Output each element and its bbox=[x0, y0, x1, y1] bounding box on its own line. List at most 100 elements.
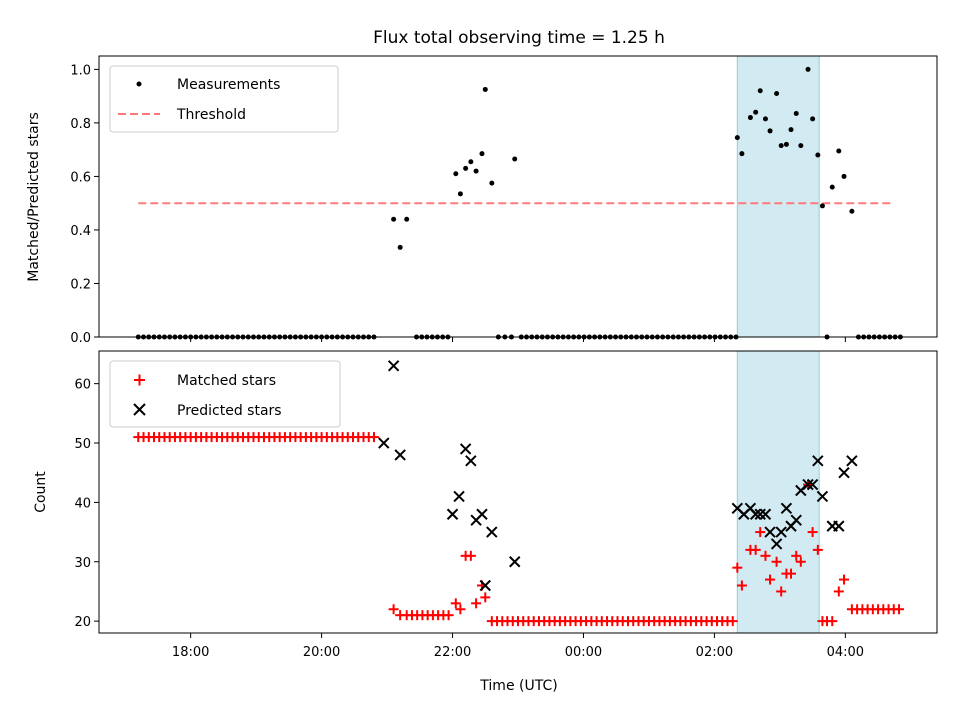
bottom-highlight-window bbox=[736, 350, 820, 634]
matched-point bbox=[827, 616, 838, 627]
top-axes-frame bbox=[98, 55, 938, 338]
bottom-plot-area bbox=[133, 360, 905, 627]
bottom-legend: Matched stars Predicted stars bbox=[109, 360, 341, 428]
measurement-point bbox=[453, 171, 459, 177]
measurement-point bbox=[404, 216, 410, 222]
measurement-point bbox=[793, 111, 799, 117]
measurement-point bbox=[762, 116, 768, 122]
predicted-point bbox=[780, 502, 793, 515]
predicted-stroke bbox=[387, 360, 400, 372]
predicted-stroke bbox=[446, 508, 459, 520]
matched-point bbox=[727, 616, 738, 627]
top-y-ticks: 0.0 0.2 0.4 0.6 0.8 1.0 bbox=[70, 63, 99, 346]
bottom-panel: 20 30 40 50 60 18:00 20:00 22:00 00:00 02:00 04:0… bbox=[33, 350, 938, 694]
y-tick-label: 1.0 bbox=[70, 63, 91, 78]
matched-point bbox=[450, 598, 461, 609]
measurement-point bbox=[829, 184, 835, 190]
predicted-stroke bbox=[459, 443, 472, 455]
predicted-point bbox=[759, 508, 772, 520]
predicted-point bbox=[806, 478, 819, 491]
predicted-point bbox=[770, 538, 783, 550]
measurement-point bbox=[739, 151, 745, 157]
matched-point bbox=[807, 527, 818, 538]
matched-point bbox=[443, 610, 454, 621]
predicted-point bbox=[764, 526, 776, 538]
measurement-point bbox=[489, 180, 495, 186]
matched-point bbox=[791, 550, 802, 561]
x-tick-label: 18:00 bbox=[172, 645, 209, 660]
measurement-point bbox=[482, 86, 488, 92]
predicted-point bbox=[394, 449, 406, 461]
predicted-stroke bbox=[780, 502, 793, 515]
observing-window bbox=[736, 350, 820, 634]
y-tick-label: 50 bbox=[74, 437, 91, 452]
measurement-point bbox=[757, 88, 763, 94]
predicted-point bbox=[812, 455, 824, 467]
top-legend: Measurements Threshold bbox=[109, 65, 339, 133]
matched-point bbox=[368, 432, 379, 443]
top-legend-box bbox=[109, 65, 339, 133]
bottom-legend-box bbox=[109, 360, 341, 428]
top-panel: 0.0 0.2 0.4 0.6 0.8 1.0 Matched/Predicted sta… bbox=[26, 55, 938, 346]
predicted-stroke bbox=[806, 478, 819, 491]
bottom-axes-frame bbox=[98, 350, 938, 634]
chart-title: Flux total observing time = 1.25 h bbox=[373, 28, 665, 48]
measurement-point bbox=[734, 135, 740, 141]
matched-point bbox=[732, 562, 743, 573]
predicted-stroke bbox=[731, 502, 744, 515]
measurement-point bbox=[391, 216, 397, 222]
measurement-point bbox=[783, 141, 789, 147]
legend-predicted-marker bbox=[133, 403, 146, 416]
matched-point bbox=[480, 592, 491, 603]
x-tick-label: 02:00 bbox=[696, 645, 733, 660]
matched-point bbox=[760, 550, 771, 561]
predicted-stroke bbox=[465, 455, 477, 467]
predicted-stroke bbox=[846, 455, 858, 467]
predicted-point bbox=[846, 455, 858, 467]
legend-matched-label: Matched stars bbox=[177, 373, 276, 389]
measurement-point bbox=[841, 173, 847, 179]
predicted-stroke bbox=[476, 508, 488, 520]
legend-threshold-label: Threshold bbox=[176, 107, 246, 123]
measurement-point bbox=[798, 143, 804, 149]
y-tick-label: 0.2 bbox=[70, 277, 91, 292]
measurement-point bbox=[747, 115, 753, 121]
matched-point bbox=[465, 550, 476, 561]
y-tick-label: 60 bbox=[74, 378, 91, 393]
measurement-point bbox=[767, 128, 773, 134]
measurement-point bbox=[815, 152, 821, 158]
predicted-point bbox=[509, 556, 521, 568]
predicted-point bbox=[486, 526, 498, 538]
measurement-point bbox=[468, 159, 474, 165]
measurement-point bbox=[819, 203, 825, 209]
matched-point bbox=[776, 586, 787, 597]
x-axis-label: Time (UTC) bbox=[479, 678, 557, 694]
measurement-point bbox=[457, 191, 463, 197]
measurement-point bbox=[397, 244, 403, 250]
predicted-point bbox=[775, 526, 787, 538]
matched-point bbox=[388, 604, 399, 615]
predicted-point bbox=[790, 514, 802, 526]
predicted-point bbox=[802, 478, 814, 491]
measurement-point bbox=[778, 143, 784, 149]
predicted-stroke bbox=[764, 526, 776, 538]
top-x-ticks bbox=[190, 337, 846, 342]
matched-point bbox=[833, 586, 844, 597]
x-tick-label: 04:00 bbox=[827, 645, 864, 660]
predicted-point bbox=[476, 508, 488, 520]
predicted-point bbox=[838, 466, 850, 479]
y-tick-label: 20 bbox=[74, 615, 91, 630]
predicted-stroke bbox=[833, 520, 845, 532]
predicted-point bbox=[479, 579, 491, 592]
legend-measurements-marker bbox=[136, 81, 142, 87]
predicted-stroke bbox=[749, 508, 762, 520]
predicted-point bbox=[465, 455, 477, 467]
predicted-stroke bbox=[775, 526, 787, 538]
predicted-stroke bbox=[754, 508, 766, 520]
bottom-y-ticks: 20 30 40 50 60 bbox=[74, 378, 99, 630]
predicted-point bbox=[749, 508, 762, 520]
matched-point bbox=[750, 544, 761, 555]
predicted-stroke bbox=[378, 437, 390, 449]
predicted-point bbox=[833, 520, 845, 532]
